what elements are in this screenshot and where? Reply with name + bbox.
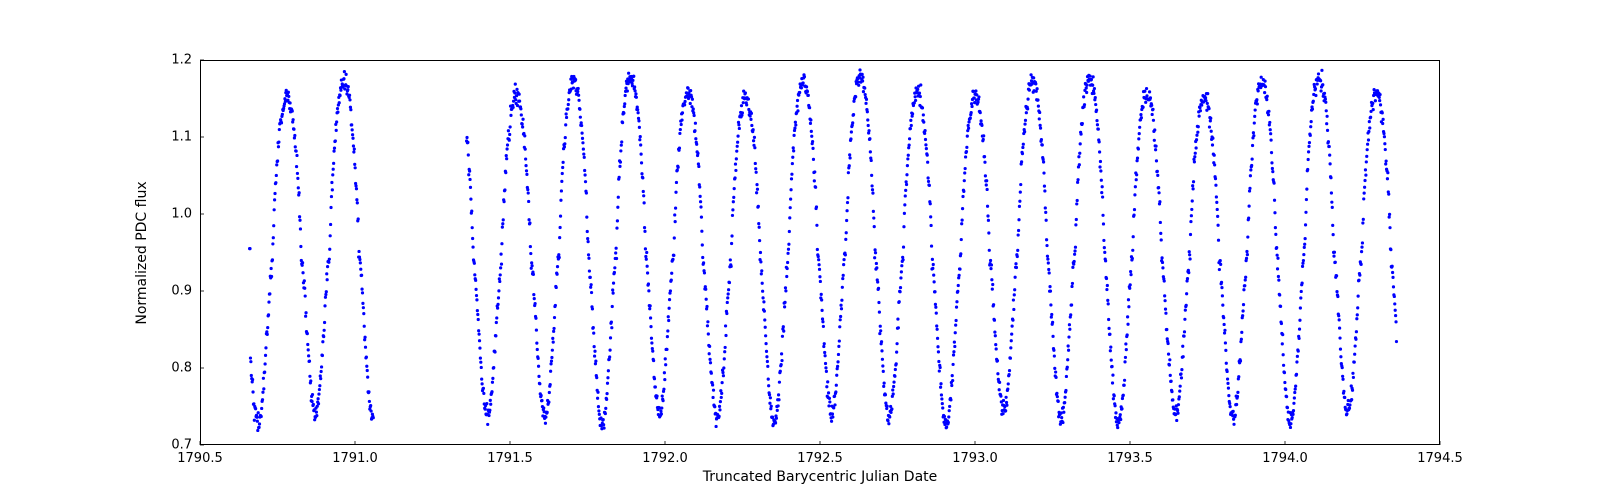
y-tick-label: 0.8 — [171, 361, 192, 376]
x-tick-label: 1794.5 — [1417, 451, 1463, 466]
x-tick-label: 1791.5 — [487, 451, 533, 466]
x-tick-label: 1792.0 — [642, 451, 688, 466]
axes-frame — [201, 61, 1440, 445]
x-tick-label: 1790.5 — [177, 451, 223, 466]
x-tick-label: 1794.0 — [1262, 451, 1308, 466]
axes-area — [200, 60, 1440, 445]
x-tick-label: 1793.0 — [952, 451, 998, 466]
scatter-points — [248, 68, 1398, 432]
y-tick-label: 0.7 — [171, 438, 192, 453]
y-tick-label: 1.0 — [171, 207, 192, 222]
x-tick-label: 1791.0 — [332, 451, 378, 466]
y-tick-label: 1.1 — [171, 130, 192, 145]
y-tick-label: 1.2 — [171, 53, 192, 68]
y-axis-label: Normalized PDC flux — [134, 181, 150, 324]
y-tick-label: 0.9 — [171, 284, 192, 299]
x-tick-label: 1792.5 — [797, 451, 843, 466]
figure: Truncated Barycentric Julian Date Normal… — [0, 0, 1600, 500]
x-axis-label: Truncated Barycentric Julian Date — [703, 469, 938, 485]
scatter-plot — [200, 60, 1440, 445]
x-tick-label: 1793.5 — [1107, 451, 1153, 466]
